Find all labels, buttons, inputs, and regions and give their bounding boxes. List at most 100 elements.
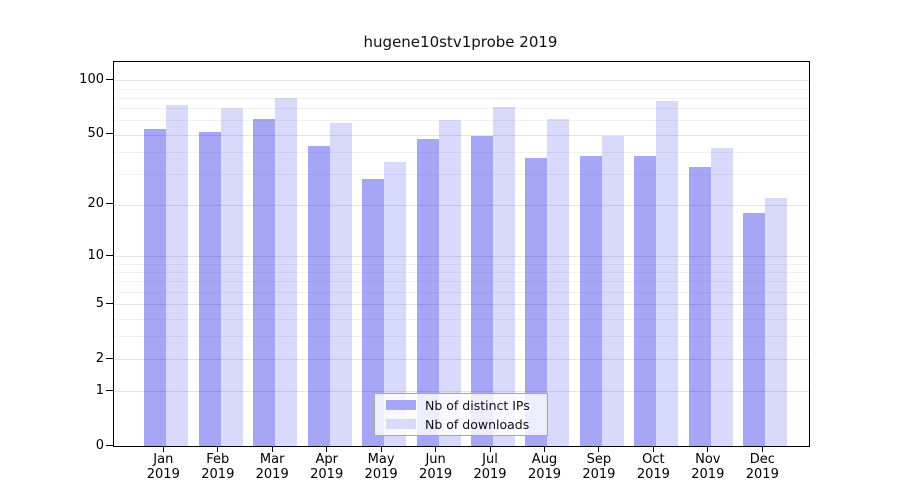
major-gridline xyxy=(114,391,809,393)
legend-swatch-downloads xyxy=(386,419,416,429)
legend-swatch-distinct-ips xyxy=(386,400,416,410)
major-gridline xyxy=(114,304,809,306)
x-tick-label-line: Oct xyxy=(642,452,665,467)
x-tick-label: Mar 2019 xyxy=(242,452,302,482)
y-tick-mark xyxy=(106,78,113,80)
minor-gridline xyxy=(114,281,809,283)
legend-label: Nb of distinct IPs xyxy=(425,397,530,413)
x-tick-label-line: Apr xyxy=(315,452,338,467)
x-tick-label-line: Mar xyxy=(259,452,285,467)
major-gridline xyxy=(114,256,809,257)
bar-distinct-ips xyxy=(471,136,493,446)
x-tick-label-line: May xyxy=(367,452,395,467)
bar-distinct-ips xyxy=(362,179,385,446)
bar-downloads xyxy=(384,162,407,446)
x-tick-label-line: 2019 xyxy=(745,467,779,482)
y-tick-label: 1 xyxy=(95,382,104,398)
bar-downloads xyxy=(275,97,298,446)
x-tick-label-line: Jul xyxy=(482,452,498,467)
minor-gridline xyxy=(114,97,809,99)
y-tick-label: 10 xyxy=(87,247,104,263)
x-tick-label: Apr 2019 xyxy=(297,452,357,482)
y-tick-mark xyxy=(106,254,113,256)
y-tick-label: 20 xyxy=(87,196,104,212)
x-tick-label: Oct 2019 xyxy=(623,452,683,482)
bar-distinct-ips xyxy=(688,166,711,446)
minor-gridline xyxy=(114,263,809,265)
x-tick-mark xyxy=(707,446,709,452)
bar-downloads xyxy=(166,105,189,446)
x-tick-label-line: Dec xyxy=(749,452,775,467)
x-tick-label-line: Jun xyxy=(425,452,446,467)
x-tick-label-line: 2019 xyxy=(255,467,289,482)
minor-gridline xyxy=(114,108,809,110)
x-tick-mark xyxy=(598,446,600,452)
x-tick-label-line: 2019 xyxy=(146,467,180,482)
minor-gridline xyxy=(114,318,809,320)
x-tick-label-line: 2019 xyxy=(582,467,616,482)
x-tick-label: Dec 2019 xyxy=(732,452,792,482)
bar-downloads xyxy=(710,148,733,446)
x-tick-mark xyxy=(217,446,219,452)
x-tick-label: Nov 2019 xyxy=(678,452,738,482)
x-tick-mark xyxy=(271,446,273,452)
y-tick-label: 50 xyxy=(87,126,104,141)
x-tick-label: Sep 2019 xyxy=(569,452,629,482)
bar-distinct-ips xyxy=(144,128,167,446)
bar-distinct-ips xyxy=(416,139,439,446)
x-tick-label-line: 2019 xyxy=(310,467,344,482)
y-tick-label: 5 xyxy=(95,295,104,311)
bar-downloads xyxy=(329,123,352,446)
minor-gridline xyxy=(114,88,809,90)
major-gridline xyxy=(114,80,809,82)
x-tick-label-line: 2019 xyxy=(473,467,507,482)
minor-gridline xyxy=(114,271,809,273)
bar-downloads xyxy=(601,136,624,446)
x-tick-label-line: Jan xyxy=(153,452,174,467)
x-tick-mark xyxy=(162,446,164,452)
y-tick-mark xyxy=(106,302,113,304)
bar-distinct-ips xyxy=(198,131,221,446)
minor-gridline xyxy=(114,151,809,153)
x-tick-label-line: 2019 xyxy=(527,467,562,482)
minor-gridline xyxy=(114,336,809,338)
x-tick-mark xyxy=(544,446,545,452)
y-tick-mark xyxy=(106,357,113,359)
bar-downloads xyxy=(547,119,570,446)
bar-downloads xyxy=(656,100,679,446)
y-tick-mark xyxy=(106,444,113,446)
x-tick-mark xyxy=(652,446,654,452)
x-tick-label-line: 2019 xyxy=(201,467,235,482)
x-tick-mark xyxy=(761,446,763,452)
x-tick-label: Jan 2019 xyxy=(133,452,193,482)
y-tick-mark xyxy=(106,203,113,205)
x-tick-label: Jul 2019 xyxy=(460,452,520,482)
x-tick-mark xyxy=(489,446,491,452)
x-tick-label: May 2019 xyxy=(351,452,411,482)
major-gridline xyxy=(114,359,809,360)
bar-distinct-ips xyxy=(525,157,548,446)
x-tick-label-line: Feb xyxy=(206,452,230,467)
x-tick-label-line: 2019 xyxy=(691,467,725,482)
bar-distinct-ips xyxy=(743,212,766,446)
bar-downloads xyxy=(220,108,243,446)
major-gridline xyxy=(114,204,809,206)
x-tick-label-line: 2019 xyxy=(364,467,398,482)
y-tick-mark xyxy=(106,389,113,391)
minor-gridline xyxy=(114,291,809,293)
bar-downloads xyxy=(765,197,788,446)
y-tick-label: 100 xyxy=(79,71,104,87)
x-tick-label-line: 2019 xyxy=(636,467,670,482)
y-tick-mark xyxy=(106,133,113,134)
minor-gridline xyxy=(114,120,809,122)
x-tick-label-line: 2019 xyxy=(419,467,453,482)
legend-label: Nb of downloads xyxy=(425,416,530,432)
x-tick-label: Feb 2019 xyxy=(188,452,248,482)
y-tick-label: 2 xyxy=(95,350,104,366)
bar-distinct-ips xyxy=(307,146,330,446)
x-tick-label-line: Aug xyxy=(531,452,558,467)
legend-item: Nb of distinct IPs xyxy=(386,398,547,413)
bar-distinct-ips xyxy=(253,119,276,446)
x-tick-label-line: Nov xyxy=(695,452,721,467)
